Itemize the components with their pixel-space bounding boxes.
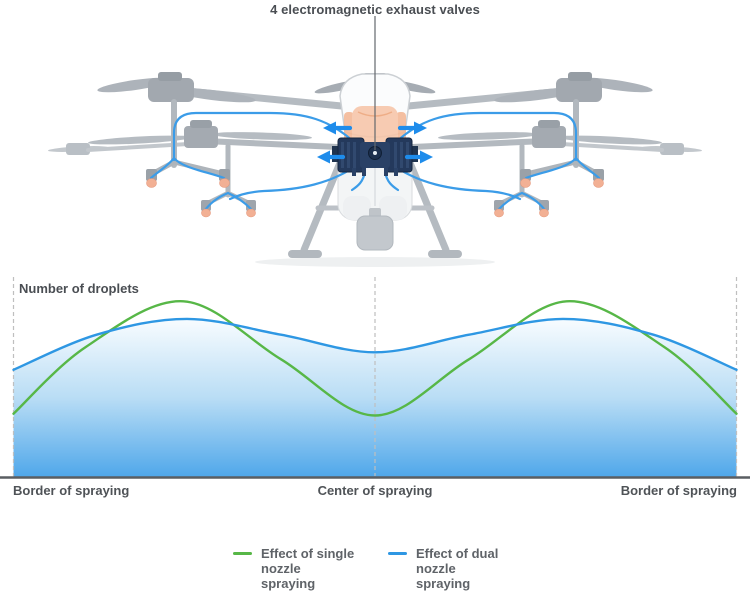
x-axis-labels: Border of spraying Center of spraying Bo…	[0, 483, 750, 498]
x-label-right-border: Border of spraying	[620, 483, 737, 498]
valve-arrow-icon	[397, 121, 427, 135]
legend-item-single-nozzle: Effect of single nozzle spraying	[233, 546, 354, 591]
droplet-distribution-chart	[0, 277, 750, 479]
dual-nozzle-curve	[12, 317, 738, 371]
valve-manifold	[332, 137, 418, 176]
nozzle-tips	[146, 178, 604, 218]
valve-arrow-icon	[323, 121, 353, 135]
callout-label: 4 electromagnetic exhaust valves	[270, 2, 480, 17]
x-label-left-border: Border of spraying	[13, 483, 130, 498]
valve-arrow-icon	[317, 150, 346, 164]
single-nozzle-line-swatch	[233, 552, 252, 555]
valve-arrow-icon	[404, 150, 433, 164]
x-label-center: Center of spraying	[317, 483, 433, 498]
drone-illustration	[48, 16, 702, 267]
single-nozzle-curve	[12, 300, 738, 417]
valve-flow-arrow-icons	[317, 121, 433, 164]
dual-nozzle-line-swatch	[388, 552, 407, 555]
legend-label: Effect of single nozzle spraying	[261, 546, 355, 591]
drone-airframe	[48, 72, 702, 267]
y-axis-label: Number of droplets	[19, 281, 139, 296]
legend-item-dual-nozzle: Effect of dual nozzle spraying	[388, 546, 498, 591]
legend-label: Effect of dual nozzle spraying	[416, 546, 499, 591]
